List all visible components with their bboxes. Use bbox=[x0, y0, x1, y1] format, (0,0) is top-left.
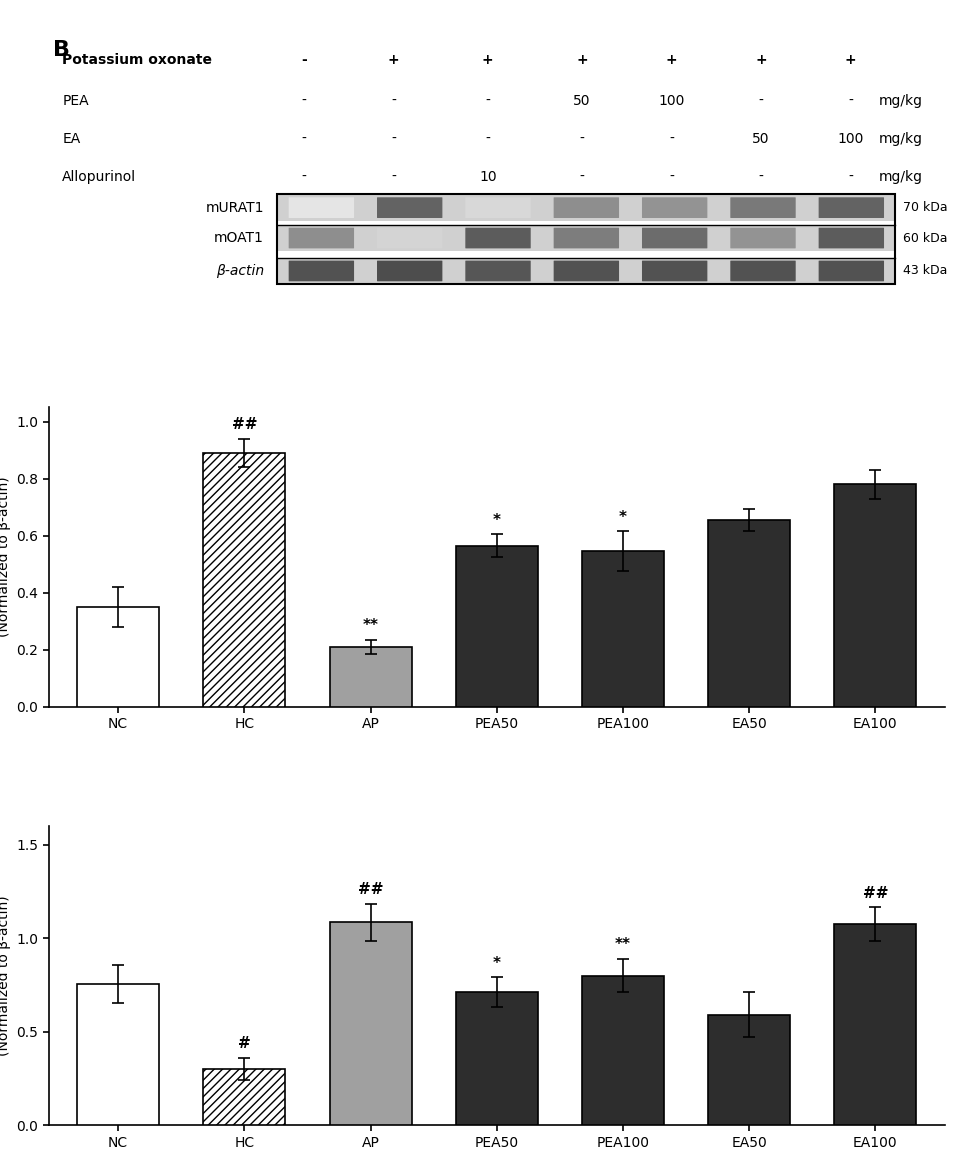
Text: -: - bbox=[302, 131, 307, 146]
Text: +: + bbox=[576, 53, 587, 67]
FancyBboxPatch shape bbox=[730, 227, 796, 248]
Text: #: # bbox=[238, 1036, 250, 1051]
FancyBboxPatch shape bbox=[288, 197, 355, 218]
FancyBboxPatch shape bbox=[642, 227, 707, 248]
Text: ##: ## bbox=[232, 418, 257, 432]
Text: -: - bbox=[669, 131, 674, 146]
Text: -: - bbox=[392, 94, 396, 108]
Text: Allopurinol: Allopurinol bbox=[62, 169, 136, 183]
Text: *: * bbox=[493, 513, 501, 528]
Text: 50: 50 bbox=[752, 131, 769, 146]
FancyBboxPatch shape bbox=[642, 197, 707, 218]
Text: +: + bbox=[665, 53, 677, 67]
Bar bbox=[456, 545, 538, 706]
Text: mg/kg: mg/kg bbox=[879, 94, 922, 108]
FancyBboxPatch shape bbox=[818, 261, 884, 282]
Text: 100: 100 bbox=[658, 94, 685, 108]
Text: Potassium oxonate: Potassium oxonate bbox=[62, 53, 212, 67]
Text: 50: 50 bbox=[573, 94, 590, 108]
FancyBboxPatch shape bbox=[278, 258, 895, 284]
Text: -: - bbox=[580, 131, 584, 146]
FancyBboxPatch shape bbox=[818, 197, 884, 218]
Text: +: + bbox=[482, 53, 494, 67]
Text: -: - bbox=[392, 131, 396, 146]
Text: B: B bbox=[54, 39, 70, 60]
FancyBboxPatch shape bbox=[730, 197, 796, 218]
Text: 100: 100 bbox=[838, 131, 864, 146]
Text: -: - bbox=[580, 169, 584, 183]
Text: EA: EA bbox=[62, 131, 81, 146]
Text: 60 kDa: 60 kDa bbox=[903, 232, 947, 245]
FancyBboxPatch shape bbox=[553, 197, 619, 218]
Text: -: - bbox=[392, 169, 396, 183]
Text: mOAT1: mOAT1 bbox=[214, 231, 264, 245]
FancyBboxPatch shape bbox=[553, 227, 619, 248]
Bar bbox=[456, 993, 538, 1125]
Text: mg/kg: mg/kg bbox=[879, 169, 922, 183]
Text: -: - bbox=[485, 131, 490, 146]
Text: PEA: PEA bbox=[62, 94, 89, 108]
Text: 70 kDa: 70 kDa bbox=[903, 201, 948, 215]
Text: mURAT1: mURAT1 bbox=[206, 201, 264, 215]
Text: -: - bbox=[759, 169, 764, 183]
Text: -: - bbox=[485, 94, 490, 108]
Bar bbox=[204, 452, 285, 706]
Text: β-actin: β-actin bbox=[215, 264, 264, 278]
Text: -: - bbox=[669, 169, 674, 183]
Text: 10: 10 bbox=[479, 169, 497, 183]
Bar bbox=[708, 520, 790, 706]
FancyBboxPatch shape bbox=[288, 261, 355, 282]
Text: *: * bbox=[618, 509, 627, 524]
FancyBboxPatch shape bbox=[278, 195, 895, 220]
Text: ##: ## bbox=[357, 882, 384, 897]
Text: mg/kg: mg/kg bbox=[879, 131, 922, 146]
Bar bbox=[329, 922, 412, 1125]
Bar bbox=[77, 607, 159, 706]
Y-axis label: mURAT1 protein levels
(Normalized to β-actin): mURAT1 protein levels (Normalized to β-a… bbox=[0, 477, 11, 637]
FancyBboxPatch shape bbox=[466, 197, 531, 218]
Text: -: - bbox=[759, 94, 764, 108]
FancyBboxPatch shape bbox=[730, 261, 796, 282]
FancyBboxPatch shape bbox=[818, 227, 884, 248]
Text: +: + bbox=[755, 53, 767, 67]
Text: -: - bbox=[848, 94, 853, 108]
FancyBboxPatch shape bbox=[288, 227, 355, 248]
FancyBboxPatch shape bbox=[377, 197, 442, 218]
Bar bbox=[204, 1070, 285, 1125]
Bar bbox=[708, 1015, 790, 1125]
Text: -: - bbox=[301, 53, 307, 67]
Text: -: - bbox=[302, 169, 307, 183]
Bar bbox=[329, 647, 412, 706]
Bar bbox=[835, 484, 917, 706]
Text: 43 kDa: 43 kDa bbox=[903, 264, 947, 277]
Text: +: + bbox=[388, 53, 399, 67]
FancyBboxPatch shape bbox=[377, 227, 442, 248]
Text: **: ** bbox=[362, 618, 379, 633]
FancyBboxPatch shape bbox=[466, 261, 531, 282]
FancyBboxPatch shape bbox=[642, 261, 707, 282]
FancyBboxPatch shape bbox=[553, 261, 619, 282]
Bar bbox=[581, 551, 664, 706]
Text: -: - bbox=[848, 169, 853, 183]
Bar bbox=[835, 925, 917, 1125]
Text: -: - bbox=[302, 94, 307, 108]
Text: *: * bbox=[493, 956, 501, 971]
Y-axis label: mOAT1 protein levels
(Normalized to β-actin): mOAT1 protein levels (Normalized to β-ac… bbox=[0, 896, 11, 1056]
Bar bbox=[581, 976, 664, 1125]
FancyBboxPatch shape bbox=[466, 227, 531, 248]
Text: **: ** bbox=[615, 937, 631, 952]
FancyBboxPatch shape bbox=[278, 225, 895, 252]
Text: +: + bbox=[844, 53, 856, 67]
Bar bbox=[77, 984, 159, 1125]
Text: ##: ## bbox=[863, 886, 888, 900]
FancyBboxPatch shape bbox=[377, 261, 442, 282]
